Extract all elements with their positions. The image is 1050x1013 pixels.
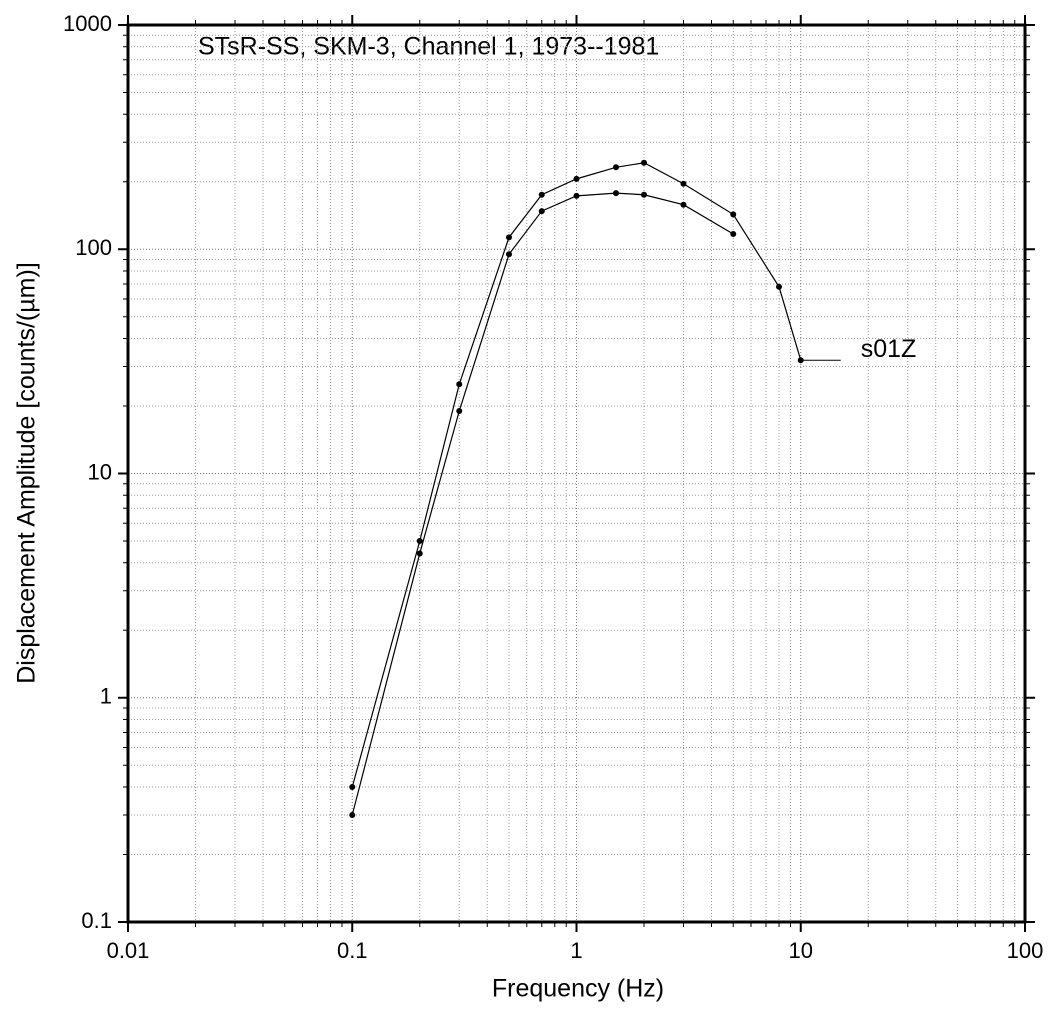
y-axis-label: Displacement Amplitude [counts/(µm)]	[13, 262, 41, 684]
point	[505, 251, 512, 258]
point	[612, 190, 619, 197]
plot-frame	[126, 23, 1027, 924]
point	[416, 550, 423, 557]
y-tick-label: 1	[100, 684, 112, 709]
point	[680, 180, 687, 187]
point	[573, 192, 580, 199]
point	[456, 407, 463, 414]
point	[538, 191, 545, 198]
point	[730, 211, 737, 218]
y-tick-label: 100	[75, 235, 112, 260]
x-tick-label: 100	[1007, 938, 1044, 963]
point	[538, 208, 545, 215]
series-line	[351, 192, 734, 816]
x-tick-label: 1	[570, 938, 582, 963]
x-tick-label: 0.01	[107, 938, 150, 963]
series-line	[351, 162, 802, 788]
point	[573, 175, 580, 182]
y-tick-label: 1000	[63, 11, 112, 36]
point	[456, 381, 463, 388]
point	[416, 538, 423, 545]
annotation: s01Z	[861, 335, 917, 363]
x-tick-label: 0.1	[337, 938, 368, 963]
point	[612, 164, 619, 171]
point	[505, 234, 512, 241]
point	[641, 159, 648, 166]
point	[776, 283, 783, 290]
x-axis-label: Frequency (Hz)	[492, 975, 664, 1003]
y-tick-label: 10	[88, 459, 112, 484]
point	[349, 783, 356, 790]
y-tick-label: 0.1	[81, 908, 112, 933]
point	[641, 191, 648, 198]
x-tick-label: 10	[789, 938, 813, 963]
point	[349, 812, 356, 819]
point	[680, 201, 687, 208]
point	[730, 230, 737, 237]
